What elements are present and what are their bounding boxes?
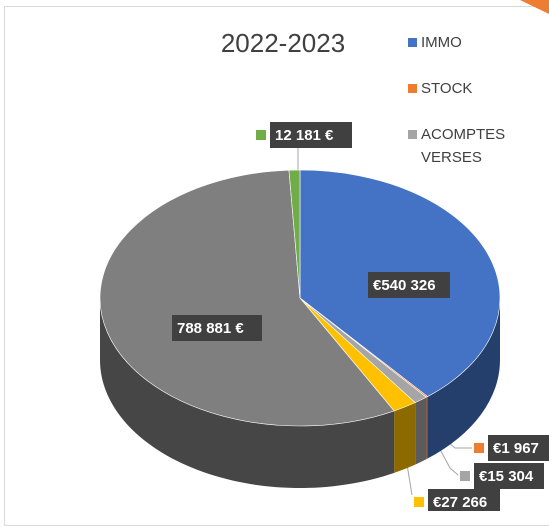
data-label: €540 326 — [368, 272, 450, 298]
slice-side — [100, 298, 395, 488]
label-text: €540 326 — [373, 277, 436, 294]
slice — [99, 169, 395, 427]
label-box — [172, 315, 262, 341]
slice — [288, 169, 301, 299]
chart: 2022-2023 €540 326 €1 967 €15 304 €27 266 78… — [99, 0, 549, 511]
label-text: €27 266 — [433, 494, 487, 511]
data-label: €1 967 — [474, 435, 549, 461]
label-swatch — [414, 497, 424, 507]
label-box — [428, 489, 500, 511]
label-text: €15 304 — [479, 468, 534, 485]
slice-side — [394, 402, 416, 473]
page: {"chart_data": {"type": "pie", "title": … — [4, 0, 549, 526]
legend-label: IMMO — [421, 34, 462, 51]
label-swatch — [460, 471, 470, 481]
legend-label: STOCK — [421, 80, 473, 97]
corner-accent — [520, 0, 549, 14]
data-label: €15 304 — [460, 463, 544, 489]
chart-title: 2022-2023 — [221, 28, 345, 58]
slice-side — [427, 298, 500, 459]
slice-side — [426, 396, 428, 460]
legend-label: ACOMPTES VERSES — [421, 126, 506, 166]
data-label: €27 266 — [414, 489, 500, 511]
label-box — [270, 122, 352, 148]
legend-swatch — [408, 38, 417, 47]
label-box — [488, 435, 549, 461]
data-label: 12 181 € — [256, 122, 352, 148]
label-box — [474, 463, 544, 489]
label-box — [368, 272, 450, 298]
legend-swatch — [408, 130, 417, 139]
data-label: 788 881 € — [172, 315, 262, 341]
label-text: 12 181 € — [275, 127, 334, 144]
legend-swatch — [408, 84, 417, 93]
label-text: €1 967 — [493, 440, 539, 457]
label-swatch — [256, 130, 266, 140]
label-text: 788 881 € — [177, 320, 244, 337]
label-swatch — [474, 443, 484, 453]
slice-side — [415, 397, 427, 465]
